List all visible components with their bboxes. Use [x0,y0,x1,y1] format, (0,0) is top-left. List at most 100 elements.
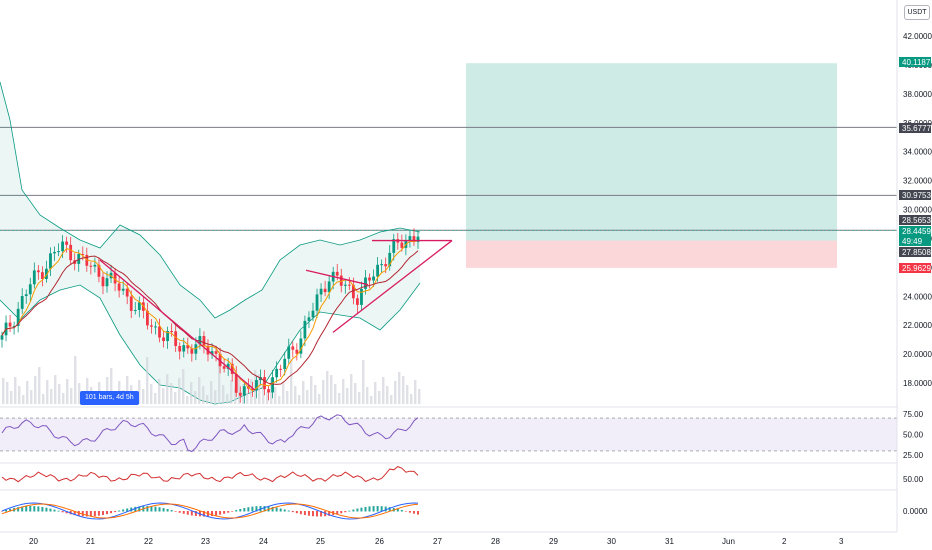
candle[interactable] [364,277,367,289]
candle[interactable] [113,272,117,284]
candle[interactable] [105,278,109,287]
candle[interactable] [166,330,169,342]
candle[interactable] [400,242,404,248]
candle[interactable] [416,236,420,242]
triangle-upper-line[interactable] [305,269,369,286]
triangle-bottom-line[interactable] [332,240,453,333]
macd-pane[interactable] [1,502,419,520]
candle[interactable] [150,325,153,327]
candle[interactable] [40,272,44,280]
candle[interactable] [327,281,331,293]
candle[interactable] [20,296,24,309]
candle[interactable] [214,351,218,354]
candle[interactable] [162,337,165,342]
candle[interactable] [170,330,174,332]
candle[interactable] [65,241,69,245]
candle[interactable] [202,336,206,346]
candle[interactable] [335,271,339,276]
candle[interactable] [133,310,137,312]
candle[interactable] [323,288,327,293]
candle[interactable] [343,284,347,286]
candle[interactable] [287,346,291,359]
candle[interactable] [28,284,32,295]
candle[interactable] [384,264,388,267]
candle[interactable] [145,310,149,326]
candle[interactable] [12,325,16,327]
candle[interactable] [174,331,178,347]
candle[interactable] [210,351,214,355]
candle[interactable] [408,236,412,241]
candle[interactable] [238,392,242,396]
time-axis[interactable]: 20 21 22 23 24 25 26 27 28 29 30 31 Jun 2 3 [29,537,844,546]
candle[interactable] [198,336,202,345]
candle[interactable] [263,377,266,390]
candle[interactable] [380,264,384,266]
price-axis[interactable]: 42.000040.000038.000036.000034.000032.00… [896,0,932,532]
candle[interactable] [295,349,299,354]
candle[interactable] [299,338,303,354]
candle[interactable] [89,265,93,267]
candle[interactable] [57,251,60,253]
candle[interactable] [271,377,275,393]
stoch-pane[interactable] [1,466,419,483]
candle[interactable] [190,348,194,354]
candle[interactable] [16,308,20,326]
candle[interactable] [178,346,182,352]
candle[interactable] [222,366,226,369]
candle[interactable] [93,264,97,267]
candle[interactable] [242,386,246,396]
candle[interactable] [255,380,258,391]
candle[interactable] [32,270,36,285]
candle[interactable] [372,276,375,281]
candle[interactable] [275,368,279,378]
currency-label[interactable]: USDT [904,5,930,20]
candle[interactable] [85,254,89,266]
candle[interactable] [251,388,254,391]
candle[interactable] [351,284,355,299]
candle[interactable] [307,317,311,321]
down-trendline[interactable] [99,259,256,391]
candle[interactable] [36,270,40,273]
candle[interactable] [319,288,323,295]
candle[interactable] [339,275,343,286]
target-zone[interactable] [466,63,837,241]
candle[interactable] [311,310,315,318]
candle[interactable] [8,322,12,327]
candle[interactable] [368,277,371,281]
candle[interactable] [303,320,307,339]
candle[interactable] [230,363,234,375]
candle[interactable] [392,239,396,253]
candle[interactable] [101,276,105,287]
candle[interactable] [121,288,125,291]
candle[interactable] [117,283,121,291]
candle[interactable] [158,326,161,338]
candle[interactable] [226,363,230,369]
candle[interactable] [279,368,283,370]
candle[interactable] [53,251,56,254]
candle[interactable] [186,345,190,349]
candle[interactable] [129,296,133,311]
candle[interactable] [69,244,73,261]
candle[interactable] [412,236,416,242]
main-price-pane[interactable] [0,63,897,533]
candle[interactable] [356,298,359,305]
candle[interactable] [376,264,380,277]
candle[interactable] [154,326,157,328]
candle[interactable] [315,294,319,311]
candle[interactable] [97,264,101,277]
candle[interactable] [347,284,351,286]
candle[interactable] [283,358,287,370]
candle[interactable] [360,288,363,305]
stop-zone[interactable] [466,240,837,268]
candle[interactable] [218,353,222,367]
candle[interactable] [125,288,129,297]
candle[interactable] [45,268,48,280]
candle[interactable] [267,389,270,393]
candle[interactable] [49,253,52,269]
candle[interactable] [61,241,64,252]
rsi-pane[interactable] [0,414,897,453]
candle[interactable] [182,345,186,352]
candle[interactable] [24,294,28,297]
candle[interactable] [0,335,4,340]
